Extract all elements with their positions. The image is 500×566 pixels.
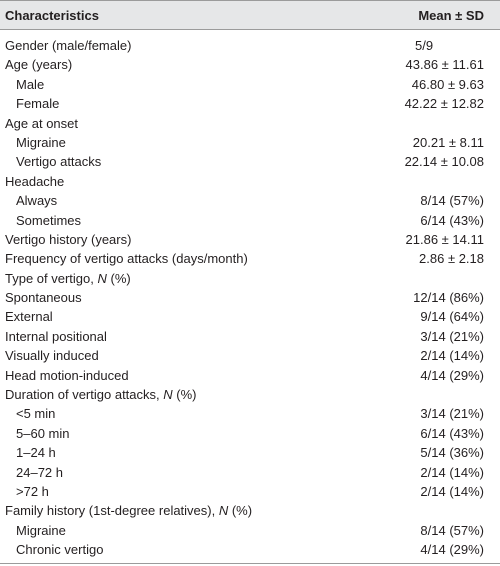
row-label: Internal positional — [5, 328, 107, 344]
row-value: 8/14 (57%) — [420, 522, 484, 538]
table-row: 1–24 h 5/14 (36%) — [0, 443, 500, 462]
row-value: 2.86 ± 2.18 — [419, 251, 484, 267]
row-value: 6/14 (43%) — [420, 212, 484, 228]
row-value: 4/14 (29%) — [420, 367, 484, 383]
table-row: 5–60 min 6/14 (43%) — [0, 424, 500, 443]
row-value: 9/14 (64%) — [420, 309, 484, 325]
row-label: Headache — [5, 173, 65, 189]
row-label: Spontaneous — [5, 290, 82, 306]
table-row: Gender (male/female) 5/9 — [0, 36, 500, 55]
table-row: Spontaneous 12/14 (86%) — [0, 288, 500, 307]
row-label: Vertigo history (years) — [5, 231, 132, 247]
table-row: Age at onset — [0, 114, 500, 133]
header-characteristics: Characteristics — [5, 8, 99, 23]
table-row: 24–72 h 2/14 (14%) — [0, 463, 500, 482]
table-row: >72 h 2/14 (14%) — [0, 482, 500, 501]
row-label: Frequency of vertigo attacks (days/month… — [5, 251, 248, 267]
row-value: 5/14 (36%) — [420, 445, 484, 461]
row-label: Duration of vertigo attacks, N (%) — [5, 387, 197, 403]
row-label: Vertigo attacks — [16, 154, 102, 170]
table-row: Type of vertigo, N (%) — [0, 269, 500, 288]
row-value: 43.86 ± 11.61 — [405, 57, 484, 73]
row-value: 5/9 — [415, 38, 434, 53]
row-value: 46.80 ± 9.63 — [411, 76, 484, 92]
row-value: 21.86 ± 14.11 — [405, 231, 484, 247]
table-row: Migraine 8/14 (57%) — [0, 521, 500, 540]
table-row: Sometimes 6/14 (43%) — [0, 211, 500, 230]
table-body: Gender (male/female) 5/9 Age (years) 43.86 … — [0, 36, 500, 560]
header-mean-sd: Mean ± SD — [418, 8, 484, 23]
row-value: 8/14 (57%) — [420, 193, 484, 209]
row-value: 12/14 (86%) — [413, 290, 484, 306]
row-value: 2/14 (14%) — [420, 483, 484, 499]
row-label: External — [5, 309, 53, 325]
row-label: Migraine — [16, 134, 66, 150]
table-row: Age (years) 43.86 ± 11.61 — [0, 55, 500, 74]
row-value: 20.21 ± 8.11 — [412, 134, 484, 150]
row-label: Age at onset — [5, 115, 78, 131]
row-label: Age (years) — [5, 57, 73, 73]
table-row: Female 42.22 ± 12.82 — [0, 94, 500, 113]
row-label: Type of vertigo, N (%) — [5, 270, 131, 286]
row-value: 4/14 (29%) — [420, 542, 484, 558]
table-row: <5 min 3/14 (21%) — [0, 404, 500, 423]
bottom-rule — [0, 563, 500, 564]
row-value: 6/14 (43%) — [420, 425, 484, 441]
table-row: Internal positional 3/14 (21%) — [0, 327, 500, 346]
table-row: Family history (1st-degree relatives), N… — [0, 501, 500, 520]
row-label: 5–60 min — [16, 425, 70, 441]
row-label: Head motion-induced — [5, 367, 129, 383]
table-row: Headache — [0, 172, 500, 191]
row-label: Male — [16, 76, 45, 92]
table-row: Duration of vertigo attacks, N (%) — [0, 385, 500, 404]
row-value: 2/14 (14%) — [420, 464, 484, 480]
row-label: Female — [16, 96, 60, 112]
row-label: Family history (1st-degree relatives), N… — [5, 503, 253, 519]
row-label: Gender (male/female) — [5, 38, 132, 53]
row-label: Chronic vertigo — [16, 542, 104, 558]
table-row: Always 8/14 (57%) — [0, 191, 500, 210]
row-value: 3/14 (21%) — [420, 328, 484, 344]
row-value: 42.22 ± 12.82 — [404, 96, 484, 112]
row-label: <5 min — [16, 406, 56, 422]
row-label: Always — [16, 193, 58, 209]
table-row: Head motion-induced 4/14 (29%) — [0, 366, 500, 385]
table-header: Characteristics Mean ± SD — [0, 0, 500, 30]
row-label: >72 h — [16, 483, 49, 499]
table-row: External 9/14 (64%) — [0, 307, 500, 326]
row-value: 3/14 (21%) — [420, 406, 484, 422]
row-label: Migraine — [16, 522, 66, 538]
table-row: Chronic vertigo 4/14 (29%) — [0, 540, 500, 559]
row-label: Sometimes — [16, 212, 82, 228]
table-row: Vertigo history (years) 21.86 ± 14.11 — [0, 230, 500, 249]
table-row: Migraine 20.21 ± 8.11 — [0, 133, 500, 152]
row-value: 2/14 (14%) — [420, 348, 484, 364]
row-label: 24–72 h — [16, 464, 63, 480]
row-value: 22.14 ± 10.08 — [404, 154, 484, 170]
table-row: Male 46.80 ± 9.63 — [0, 75, 500, 94]
table-row: Vertigo attacks 22.14 ± 10.08 — [0, 152, 500, 171]
row-label: 1–24 h — [16, 445, 56, 461]
table-row: Visually induced 2/14 (14%) — [0, 346, 500, 365]
row-label: Visually induced — [5, 348, 99, 364]
table-row: Frequency of vertigo attacks (days/month… — [0, 249, 500, 268]
